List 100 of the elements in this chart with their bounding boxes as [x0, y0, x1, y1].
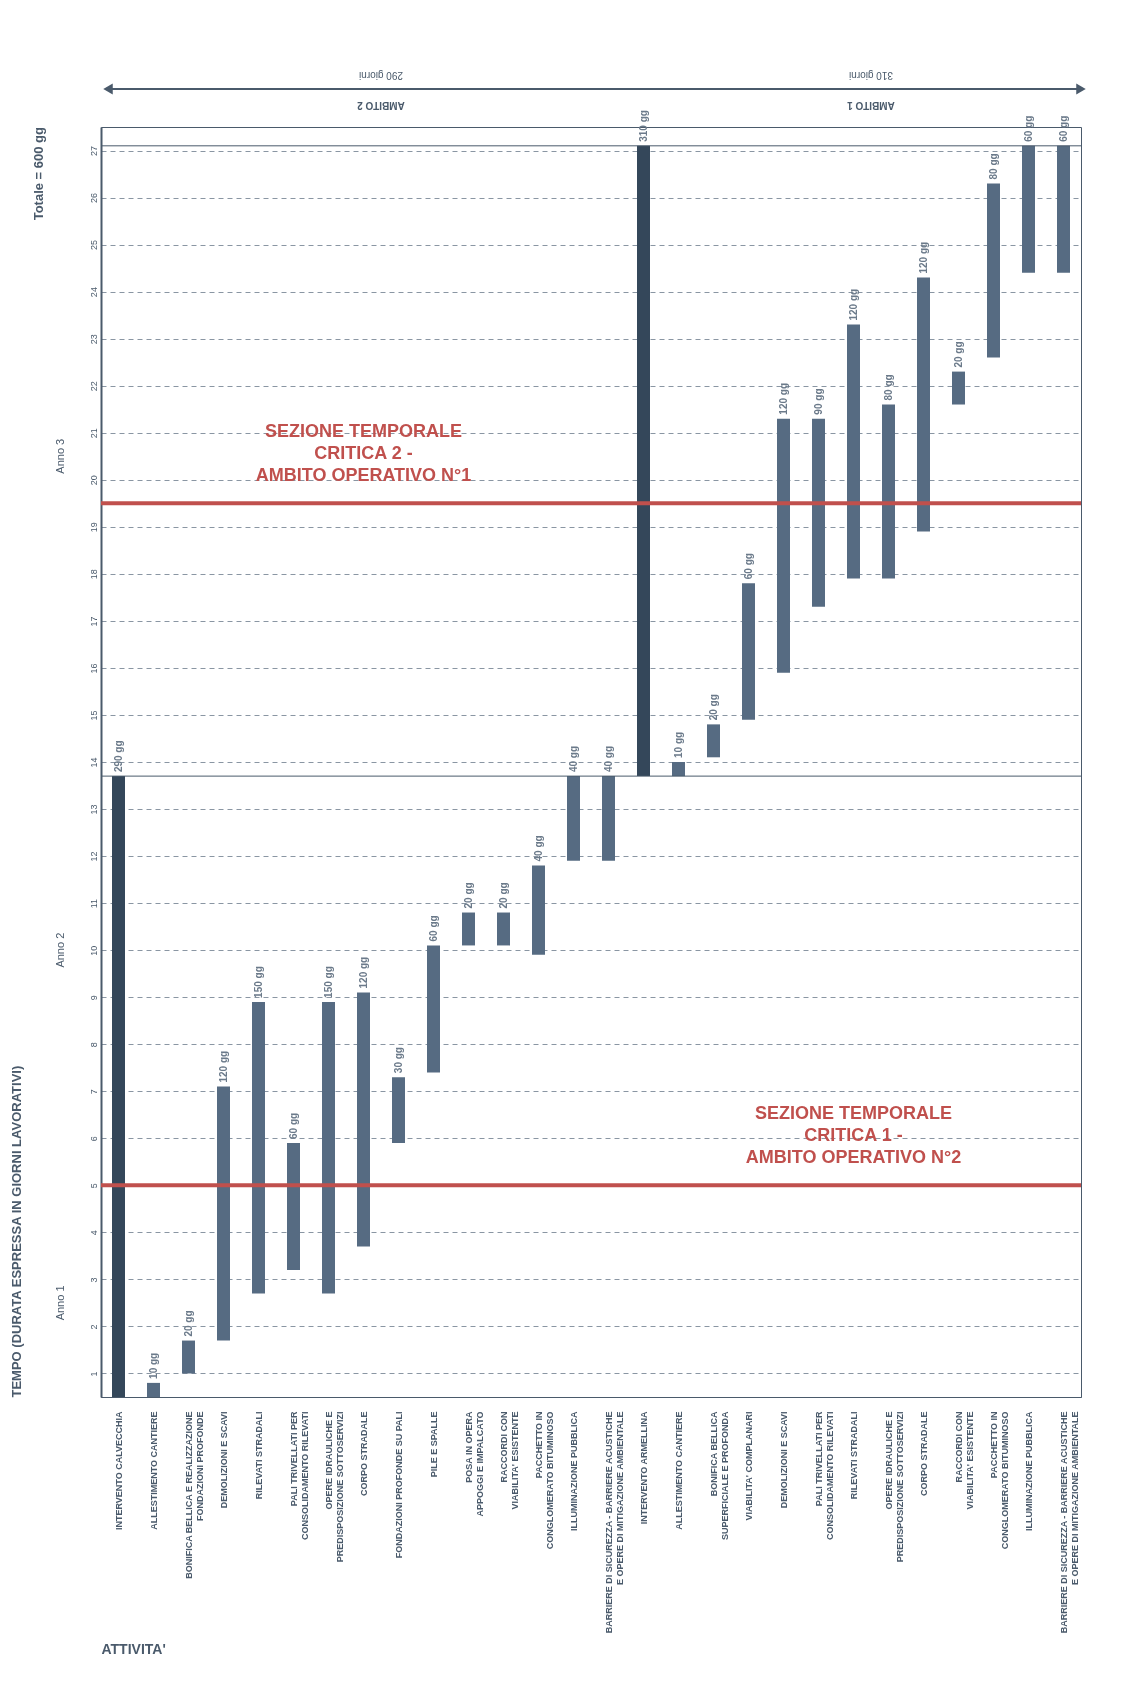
bar	[637, 145, 650, 777]
annotation: 80 gg	[987, 153, 999, 180]
annotation: 20 gg	[462, 882, 474, 909]
annotation: 20 gg	[182, 1310, 194, 1337]
x-tick-label: BONIFICA BELLICA E REALIZZAZIONE FONDAZIONI PROFONDE	[183, 1411, 205, 1579]
x-tick-label: PALI TRIVELLATI PER CONSOLIDAMENTO RILEVATI	[813, 1411, 835, 1541]
x-tick-label: CORPO STRADALE	[918, 1411, 929, 1497]
annotation: 290 gg	[112, 740, 124, 773]
bar	[742, 583, 755, 720]
bar	[357, 992, 370, 1247]
x-tick-label: DEMOLIZIONI E SCAVI	[778, 1411, 789, 1509]
bar	[812, 418, 825, 607]
x-tick-label: RACCORDI CON VIABILITA' ESISTENTE	[498, 1411, 520, 1510]
x-tick-label: FONDAZIONI PROFONDE SU PALI	[393, 1411, 404, 1559]
text: Anno 1	[54, 1285, 66, 1321]
annotation: 120 gg	[847, 288, 859, 321]
x-tick-label: PACCHETTO IN CONGLOMERATO BITUMINOSO	[533, 1411, 555, 1550]
y-tick-label: 21	[88, 428, 99, 439]
y-tick-label: 22	[88, 381, 99, 392]
x-tick-label: BARRIERE DI SICUREZZA - BARRIERE ACUSTICHE E OPERE DI MITIGAZIONE AMBIENTALE	[603, 1411, 625, 1634]
y-tick-label: 5	[88, 1183, 99, 1189]
text: AMBITO 2	[356, 100, 405, 111]
x-tick-label: RACCORDI CON VIABILITA' ESISTENTE	[953, 1411, 975, 1510]
annotation: 20 gg	[707, 694, 719, 721]
y-tick-label: 3	[88, 1277, 99, 1283]
annotation: 20 gg	[952, 341, 964, 368]
y-tick-label: 15	[88, 710, 99, 721]
bar	[567, 776, 580, 861]
y-tick-label: 12	[88, 851, 99, 862]
annotation: 20 gg	[497, 882, 509, 909]
annotation: 40 gg	[602, 745, 614, 773]
x-tick-label: INTERVENTO CALVECCHIA	[113, 1411, 124, 1531]
bar	[182, 1340, 195, 1374]
bar	[952, 371, 965, 405]
bar	[1057, 145, 1070, 273]
y-tick-label: 14	[88, 757, 99, 768]
bar	[777, 418, 790, 673]
annotation: 10 gg	[147, 1352, 159, 1379]
ref-line-label: SEZIONE TEMPORALE CRITICA 1 - AMBITO OPERATIVO N°2	[745, 1103, 962, 1168]
bar	[847, 324, 860, 579]
x-tick-label: BARRIERE DI SICUREZZA - BARRIERE ACUSTICHE E OPERE DI MITIGAZIONE AMBIENTALE	[1058, 1411, 1080, 1634]
x-tick-label: ALLESTIMENTO CANTIERE	[148, 1411, 159, 1530]
bar	[112, 776, 125, 1397]
ref-line-label: SEZIONE TEMPORALE CRITICA 2 - AMBITO OPERATIVO N°1	[255, 421, 472, 486]
bar	[1022, 145, 1035, 273]
annotation: 90 gg	[812, 388, 824, 415]
annotation: 40 gg	[567, 745, 579, 773]
y-axis-title: TEMPO (DURATA ESPRESSA IN GIORNI LAVORATIVI)	[8, 1065, 24, 1398]
bar	[427, 945, 440, 1073]
y-tick-label: 19	[88, 522, 99, 533]
annotation: 120 gg	[217, 1050, 229, 1083]
annotation: 40 gg	[532, 835, 544, 862]
y-tick-label: 7	[88, 1089, 99, 1095]
x-tick-label: BONIFICA BELLICA SUPERFICIALE E PROFONDA	[708, 1411, 730, 1541]
bar	[322, 1001, 335, 1294]
bar	[462, 912, 475, 946]
x-tick-label: OPERE IDRAULICHE E PREDISPOSIZIONE SOTTOSERVIZI	[883, 1411, 905, 1563]
annotation: 120 gg	[357, 956, 369, 989]
bar	[917, 277, 930, 532]
bar	[252, 1001, 265, 1294]
bar	[217, 1086, 230, 1341]
annotation: 80 gg	[882, 374, 894, 401]
y-tick-label: 13	[88, 804, 99, 815]
bar	[392, 1077, 405, 1143]
text: Totale = 600 gg	[31, 126, 46, 221]
x-tick-label: INTERVENTO ARMELLINA	[638, 1411, 649, 1525]
y-tick-label: 9	[88, 995, 99, 1001]
x-tick-label: ALLESTIMENTO CANTIERE	[673, 1411, 684, 1530]
x-axis-title: ATTIVITA'	[101, 1640, 166, 1657]
y-tick-label: 4	[88, 1230, 99, 1236]
annotation: 120 gg	[917, 241, 929, 274]
bar	[532, 865, 545, 955]
x-tick-label: PALI TRIVELLATI PER CONSOLIDAMENTO RILEVATI	[288, 1411, 310, 1541]
y-tick-label: 25	[88, 240, 99, 251]
x-tick-label: PACCHETTO IN CONGLOMERATO BITUMINOSO	[988, 1411, 1010, 1550]
bar	[672, 762, 685, 777]
bar	[882, 404, 895, 579]
annotation: 150 gg	[322, 966, 334, 998]
text: 310 giorni	[849, 70, 893, 81]
x-tick-label: RILEVATI STRADALI	[253, 1411, 264, 1500]
y-tick-label: 1	[88, 1371, 99, 1377]
annotation: 310 gg	[637, 110, 649, 142]
bar	[147, 1382, 160, 1397]
text: Anno 2	[54, 932, 66, 968]
annotation: 120 gg	[777, 382, 789, 415]
x-tick-label: ILLUMINAZIONE PUBBLICA	[568, 1411, 579, 1531]
x-tick-label: VIABILITA' COMPLANARI	[743, 1411, 754, 1521]
y-tick-label: 16	[88, 663, 99, 674]
annotation: 30 gg	[392, 1047, 404, 1074]
x-tick-label: CORPO STRADALE	[358, 1411, 369, 1497]
y-tick-label: 6	[88, 1136, 99, 1142]
x-tick-label: PILE E SPALLE	[428, 1411, 439, 1478]
y-tick-label: 27	[88, 146, 99, 157]
annotation: 60 gg	[1057, 115, 1069, 142]
x-tick-label: DEMOLIZIONI E SCAVI	[218, 1411, 229, 1509]
y-tick-label: 17	[88, 616, 99, 627]
y-tick-label: 11	[88, 898, 99, 909]
y-tick-label: 26	[88, 193, 99, 204]
y-tick-label: 23	[88, 334, 99, 345]
x-tick-label: OPERE IDRAULICHE E PREDISPOSIZIONE SOTTOSERVIZI	[323, 1411, 345, 1563]
